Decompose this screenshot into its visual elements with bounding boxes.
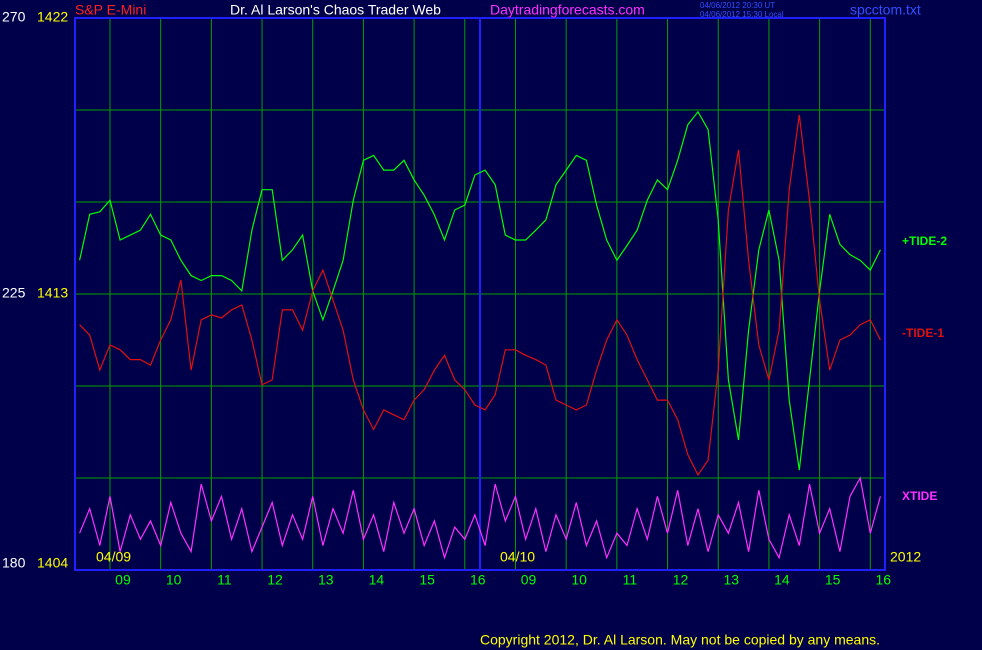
day-label: 04/10 xyxy=(500,549,535,565)
y2-tick-label: 1413 xyxy=(37,285,68,301)
x-tick-label: 16 xyxy=(470,572,486,588)
copyright: Copyright 2012, Dr. Al Larson. May not b… xyxy=(480,632,880,648)
legend-label: XTIDE xyxy=(902,489,937,503)
x-tick-label: 14 xyxy=(774,572,790,588)
legend-label: +TIDE-2 xyxy=(902,234,947,248)
timestamp: 04/06/2012 20:30 UT xyxy=(700,1,775,10)
timestamp: 04/06/2012 15:30 Local xyxy=(700,10,784,19)
website: Daytradingforecasts.com xyxy=(490,2,645,18)
series-line xyxy=(79,114,881,477)
year-label: 2012 xyxy=(890,549,921,565)
x-tick-label: 10 xyxy=(571,572,587,588)
y-tick-label: 180 xyxy=(2,555,26,571)
instrument: S&P E-Mini xyxy=(75,2,146,18)
x-tick-label: 09 xyxy=(115,572,131,588)
x-tick-label: 14 xyxy=(369,572,385,588)
series-line xyxy=(79,110,881,471)
x-tick-label: 11 xyxy=(623,572,638,588)
y2-tick-label: 1404 xyxy=(37,555,68,571)
file-name: spcctom.txt xyxy=(850,2,921,18)
x-tick-label: 11 xyxy=(217,572,232,588)
x-tick-label: 10 xyxy=(166,572,182,588)
x-tick-label: 12 xyxy=(267,572,283,588)
y-tick-label: 225 xyxy=(2,285,26,301)
x-tick-label: 16 xyxy=(876,572,892,588)
x-tick-label: 12 xyxy=(673,572,689,588)
x-tick-label: 09 xyxy=(521,572,537,588)
y-tick-label: 270 xyxy=(2,9,26,25)
legend-label: -TIDE-1 xyxy=(902,326,944,340)
x-tick-label: 15 xyxy=(825,572,841,588)
chart-title: Dr. Al Larson's Chaos Trader Web xyxy=(230,2,441,18)
x-tick-label: 13 xyxy=(723,572,739,588)
day-label: 04/09 xyxy=(96,549,131,565)
y2-tick-label: 1422 xyxy=(37,9,68,25)
x-tick-label: 13 xyxy=(318,572,334,588)
x-tick-label: 15 xyxy=(419,572,435,588)
series-line xyxy=(79,476,881,560)
